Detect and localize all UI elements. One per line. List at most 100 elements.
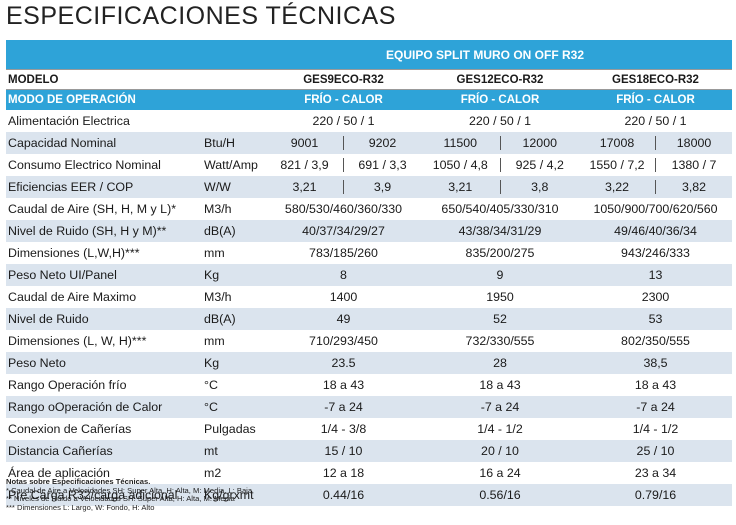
- model-name: GES18ECO-R32: [579, 69, 733, 90]
- spec-value: 9001: [290, 136, 319, 150]
- spec-value: -7 a 24: [266, 396, 421, 418]
- model-label: MODELO: [6, 69, 266, 90]
- spec-row: Rango Operación frío °C 18 a 43 18 a 43 18 a…: [6, 374, 732, 396]
- spec-unit: [202, 110, 266, 132]
- spec-unit: M3/h: [204, 202, 232, 216]
- spec-value: 1/4 - 1/2: [477, 422, 523, 436]
- spec-value: 732/330/555: [465, 334, 535, 348]
- spec-value-pair: 1550 / 7,2 1380 / 7: [579, 154, 732, 176]
- spec-unit: Pulgadas: [204, 422, 256, 436]
- spec-value-pair: 1050 / 4,8 925 / 4,2: [421, 154, 579, 176]
- spec-row: Rango oOperación de Calor °C -7 a 24 -7 a 2…: [6, 396, 733, 418]
- spec-value: 0.44/16: [266, 484, 421, 506]
- spec-label: Rango Operación frío: [8, 378, 127, 392]
- spec-value: 691 / 3,3: [343, 158, 421, 172]
- mode-row: MODO DE OPERACIÓN FRÍO - CALOR FRÍO - CA…: [6, 89, 733, 110]
- spec-value: 11500: [443, 136, 478, 150]
- spec-unit: M3/h: [204, 290, 232, 304]
- spec-row: Pre Carga R32/carga adicional Kg/grxmt 0.4…: [6, 484, 733, 506]
- spec-label: Capacidad Nominal: [6, 132, 202, 154]
- spec-value: 43/38/34/31/29: [421, 220, 579, 242]
- spec-value: 220 / 50 / 1: [312, 114, 375, 128]
- spec-value: 23.5: [266, 352, 421, 374]
- spec-value: 650/540/405/330/310: [441, 202, 559, 216]
- mode-label: MODO DE OPERACIÓN: [6, 89, 266, 110]
- spec-value: 13: [579, 264, 733, 286]
- equipment-header-row: EQUIPO SPLIT MURO ON OFF R32: [6, 40, 733, 70]
- spec-unit: Kg: [202, 264, 266, 286]
- spec-unit: Kg/grxmt: [202, 484, 266, 506]
- spec-label: Rango oOperación de Calor: [6, 396, 202, 418]
- spec-value: 580/530/460/360/330: [284, 202, 403, 216]
- spec-row: Dimensiones (L,W,H)*** mm 783/185/260 835/2…: [6, 242, 732, 264]
- spec-value: 3,21: [448, 180, 473, 194]
- spec-unit: m2: [204, 466, 222, 480]
- spec-value: 1050/900/700/620/560: [593, 202, 718, 216]
- spec-table: EQUIPO SPLIT MURO ON OFF R32 MODELO GES9…: [6, 40, 733, 506]
- spec-value: 925 / 4,2: [499, 158, 580, 172]
- spec-label: Eficiencias EER / COP: [6, 176, 202, 198]
- spec-value: 3,82: [655, 180, 732, 194]
- spec-unit: dB(A): [202, 220, 266, 242]
- spec-value: 821 / 3,9: [280, 158, 329, 172]
- spec-value-pair: 17008 18000: [579, 132, 733, 154]
- spec-unit: Watt/Amp: [204, 158, 258, 172]
- page-title: ESPECIFICACIONES TÉCNICAS: [6, 2, 396, 30]
- spec-value-pair: 3,21 3,8: [421, 176, 579, 198]
- model-name: GES9ECO-R32: [266, 69, 421, 90]
- mode-value: FRÍO - CALOR: [266, 89, 421, 110]
- equipment-title: EQUIPO SPLIT MURO ON OFF R32: [6, 40, 733, 70]
- spec-label: Caudal de Aire (SH, H, M y L)*: [8, 202, 177, 216]
- spec-value: 1380 / 7: [655, 158, 732, 172]
- spec-row: Área de aplicación m2 12 a 18 16 a 24 23 a 3…: [6, 462, 732, 484]
- model-row: MODELO GES9ECO-R32 GES12ECO-R32 GES18ECO…: [6, 69, 733, 90]
- spec-label: Área de aplicación: [8, 466, 110, 480]
- spec-unit: dB(A): [202, 308, 266, 330]
- spec-row: Peso Neto Kg 23.5 28 38,5: [6, 352, 733, 374]
- spec-value: 52: [421, 308, 579, 330]
- spec-value-pair: 821 / 3,9 691 / 3,3: [266, 154, 421, 176]
- spec-label: Nivel de Ruido (SH, H y M)**: [6, 220, 202, 242]
- spec-value-pair: 11500 12000: [421, 132, 579, 154]
- spec-row: Dimensiones (L, W, H)*** mm 710/293/450 732…: [6, 330, 732, 352]
- spec-row: Nivel de Ruido (SH, H y M)** dB(A) 40/37/3…: [6, 220, 733, 242]
- spec-value-pair: 3,22 3,82: [579, 176, 733, 198]
- spec-value: 49/46/40/36/34: [579, 220, 733, 242]
- spec-value: 9: [421, 264, 579, 286]
- spec-value: 9202: [343, 136, 421, 150]
- spec-unit: Btu/H: [202, 132, 266, 154]
- spec-label: Pre Carga R32/carga adicional: [6, 484, 202, 506]
- spec-value: 1050 / 4,8: [432, 158, 488, 172]
- spec-label: Caudal de Aire Maximo: [8, 290, 137, 304]
- spec-value: 1950: [486, 290, 514, 304]
- spec-value: 3,22: [604, 180, 630, 194]
- spec-value: 40/37/34/29/27: [266, 220, 421, 242]
- spec-label: Consumo Electrico Nominal: [8, 158, 161, 172]
- spec-label: Dimensiones (L,W,H)***: [8, 246, 140, 260]
- spec-value: 220 / 50 / 1: [468, 114, 531, 128]
- spec-value: 28: [421, 352, 579, 374]
- spec-label: Alimentación Electrica: [8, 114, 130, 128]
- spec-value: 20 / 10: [421, 440, 579, 462]
- spec-row: Conexion de Cañerías Pulgadas 1/4 - 3/8 1/4…: [6, 418, 732, 440]
- spec-value: -7 a 24: [579, 396, 733, 418]
- spec-value: 18 a 43: [634, 378, 677, 392]
- spec-value: 1400: [329, 290, 358, 304]
- spec-value: 710/293/450: [309, 334, 378, 348]
- spec-value: 8: [266, 264, 421, 286]
- spec-row: Eficiencias EER / COP W/W 3,21 3,9 3,21 3,8 3,…: [6, 176, 733, 198]
- note-line: *** Dimensiones L: Largo, W: Fondo, H: A…: [6, 502, 155, 512]
- spec-value: 2300: [641, 290, 670, 304]
- spec-value: 835/200/275: [465, 246, 535, 260]
- spec-row: Capacidad Nominal Btu/H 9001 9202 11500 12000…: [6, 132, 733, 154]
- spec-unit: mm: [204, 246, 225, 260]
- spec-value: 1/4 - 3/8: [320, 422, 367, 436]
- spec-row: Caudal de Aire (SH, H, M y L)* M3/h 580/53…: [6, 198, 732, 220]
- spec-value: 0.79/16: [579, 484, 733, 506]
- spec-value: 49: [266, 308, 421, 330]
- spec-unit: °C: [202, 396, 266, 418]
- note-line: ** Niveles de Ruido a Velocidades SH: Su…: [6, 494, 235, 503]
- spec-row: Peso Neto UI/Panel Kg 8 9 13: [6, 264, 733, 286]
- spec-value-pair: 9001 9202: [266, 132, 421, 154]
- spec-value: 17008: [599, 136, 635, 150]
